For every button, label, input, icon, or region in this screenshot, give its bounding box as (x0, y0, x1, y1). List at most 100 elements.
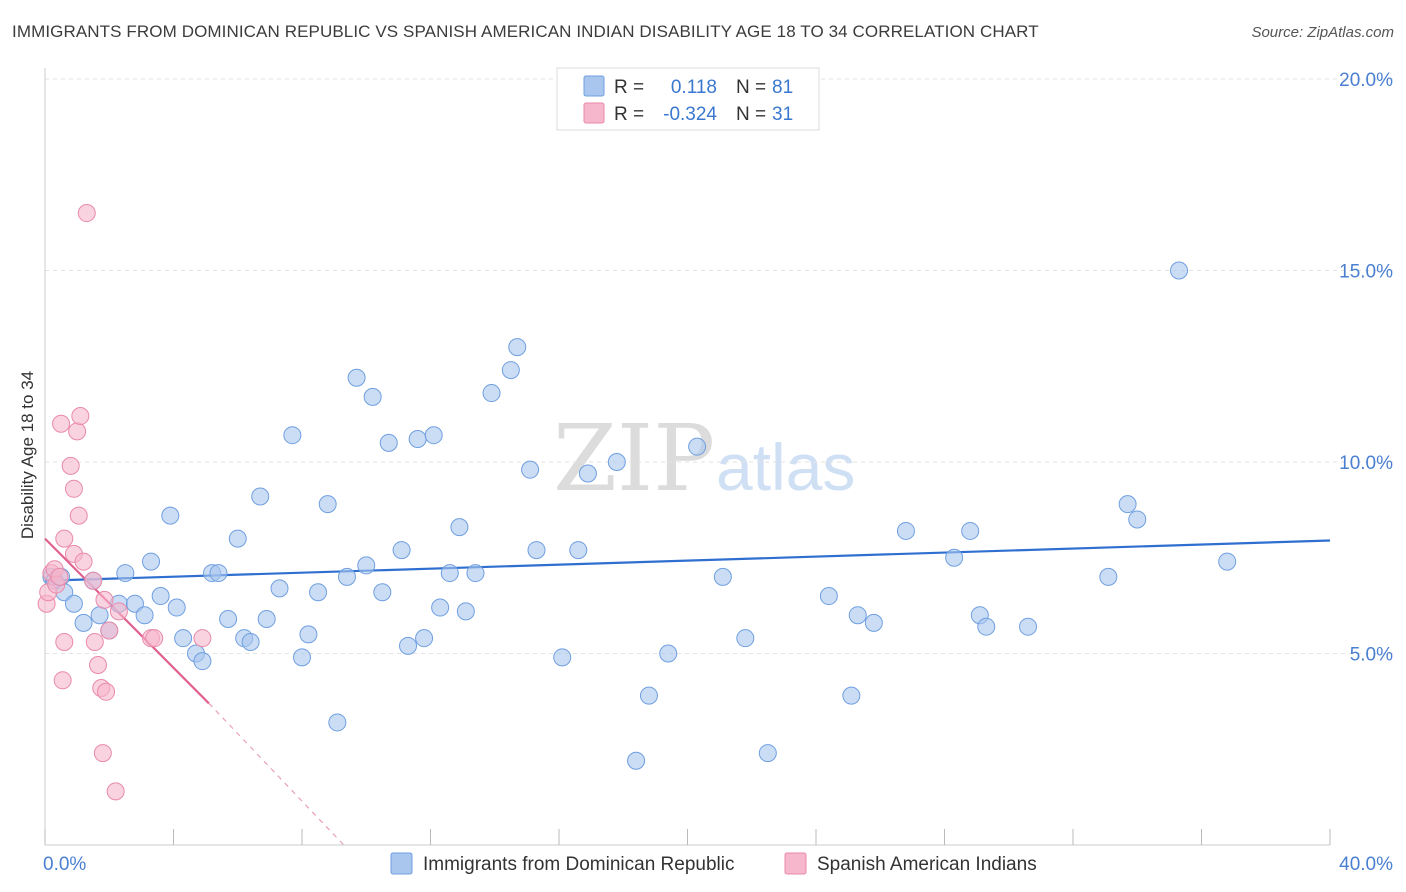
legend-n-value-1: 81 (772, 77, 793, 98)
point-spanish-american-indian (97, 682, 116, 701)
point-spanish-american-indian (64, 479, 83, 498)
point-dominican (961, 521, 980, 540)
point-spanish-american-indian (61, 456, 80, 475)
point-dominican (466, 564, 485, 583)
bottom-legend: Immigrants from Dominican Republic Spani… (390, 852, 1037, 875)
point-dominican (521, 460, 540, 479)
point-spanish-american-indian (71, 407, 90, 426)
point-dominican (1170, 261, 1189, 280)
point-dominican (431, 598, 450, 617)
point-dominican (688, 437, 707, 456)
point-dominican (74, 613, 93, 632)
legend-r-value-2: -0.324 (663, 104, 717, 125)
point-dominican (161, 506, 180, 525)
point-dominican (251, 487, 270, 506)
point-dominican (415, 629, 434, 648)
point-dominican (328, 713, 347, 732)
point-dominican (299, 625, 318, 644)
point-dominican (219, 610, 238, 629)
point-spanish-american-indian (84, 571, 103, 590)
point-dominican (392, 541, 411, 560)
legend-r-value-1: 0.118 (671, 77, 717, 98)
grid (45, 78, 1393, 654)
point-dominican (408, 430, 427, 449)
trend-extension-dashed (208, 702, 345, 846)
y-axis-label: Disability Age 18 to 34 (18, 371, 37, 539)
point-dominican (228, 529, 247, 548)
point-spanish-american-indian (53, 671, 72, 690)
point-dominican (553, 648, 572, 667)
point-spanish-american-indian (85, 633, 104, 652)
point-dominican (450, 518, 469, 537)
point-dominican (607, 453, 626, 471)
point-spanish-american-indian (55, 633, 74, 652)
point-dominican (819, 587, 838, 606)
point-dominican (90, 606, 109, 625)
point-dominican (569, 541, 588, 560)
point-dominican (482, 384, 501, 403)
point-spanish-american-indian (69, 506, 88, 525)
point-spanish-american-indian (106, 782, 125, 801)
point-dominican (736, 629, 755, 648)
point-dominican (116, 564, 135, 583)
point-dominican (842, 686, 861, 705)
point-dominican (527, 541, 546, 560)
x-tick-label-min: 0.0% (43, 854, 86, 875)
point-dominican (896, 521, 915, 540)
point-spanish-american-indian (193, 629, 212, 648)
point-dominican (945, 548, 964, 567)
point-dominican (142, 552, 161, 571)
point-dominican (209, 564, 228, 583)
point-spanish-american-indian (89, 655, 108, 674)
chart-source: Source: ZipAtlas.com (1251, 24, 1394, 41)
legend-n-value-2: 31 (772, 104, 793, 125)
legend-swatch-blue (583, 75, 605, 97)
point-dominican (257, 610, 276, 629)
point-dominican (848, 606, 867, 625)
point-dominican (270, 579, 289, 598)
point-dominican (1099, 567, 1118, 586)
legend-r-label-1: R = (614, 77, 644, 98)
chart-title: IMMIGRANTS FROM DOMINICAN REPUBLIC VS SP… (12, 22, 1039, 41)
data-points (37, 204, 1237, 801)
point-dominican (357, 556, 376, 575)
point-dominican (193, 652, 212, 671)
legend-n-label-2: N = (736, 104, 766, 125)
watermark-zip: ZIP (553, 405, 715, 512)
point-dominican (337, 567, 356, 586)
point-dominican (440, 564, 459, 583)
bottom-legend-swatch-blue (390, 852, 413, 875)
point-dominican (1118, 495, 1137, 514)
point-dominican (174, 629, 193, 648)
point-dominican (167, 598, 186, 617)
point-dominican (64, 594, 83, 613)
trend-lines (44, 537, 1331, 846)
point-dominican (373, 583, 392, 602)
point-dominican (399, 636, 418, 655)
y-tick-label: 5.0% (1350, 645, 1393, 666)
point-dominican (125, 594, 144, 613)
point-spanish-american-indian (55, 529, 74, 548)
point-dominican (977, 617, 996, 636)
point-dominican (627, 751, 646, 770)
trend-line-dominican (44, 539, 1331, 582)
legend-swatch-pink (583, 102, 605, 124)
point-dominican (578, 464, 597, 483)
point-dominican (309, 583, 328, 602)
point-dominican (456, 602, 475, 621)
point-dominican (379, 433, 398, 452)
point-dominican (864, 613, 883, 632)
watermark-atlas: atlas (716, 430, 855, 504)
point-dominican (1218, 552, 1237, 571)
legend-n-label-1: N = (736, 77, 766, 98)
point-spanish-american-indian (95, 590, 114, 609)
point-dominican (347, 368, 366, 387)
point-spanish-american-indian (77, 204, 96, 223)
legend: R = 0.118 N = 81 R = -0.324 N = 31 (556, 67, 820, 131)
point-dominican (241, 633, 260, 652)
axes: 5.0% 10.0% 15.0% 20.0% 0.0% 40.0% (43, 68, 1393, 875)
bottom-legend-label-1: Immigrants from Dominican Republic (423, 854, 735, 875)
bottom-legend-swatch-pink (784, 852, 807, 875)
point-dominican (135, 606, 154, 625)
